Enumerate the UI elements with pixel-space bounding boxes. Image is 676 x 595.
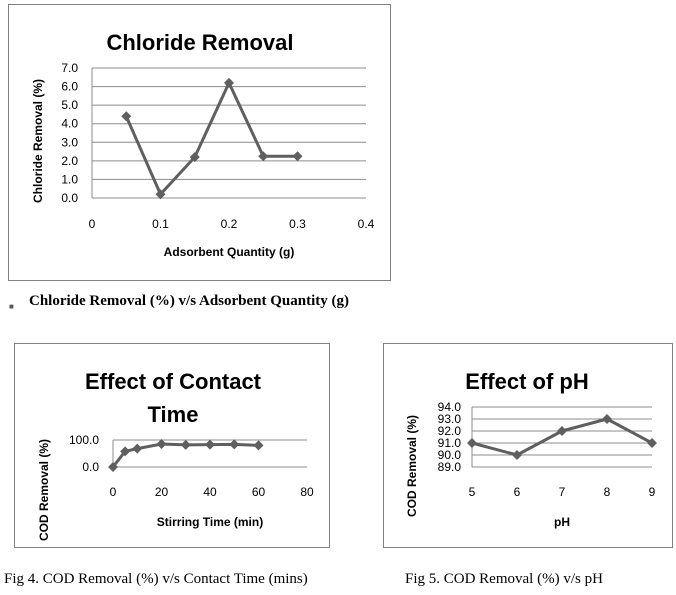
data-point — [156, 439, 167, 450]
y-axis-label: Chloride Removal (%) — [31, 79, 45, 203]
data-point — [121, 111, 132, 122]
x-axis-label: pH — [554, 515, 570, 529]
x-tick-label: 0.4 — [358, 217, 375, 231]
y-tick-label: 1.0 — [61, 172, 78, 186]
data-point — [224, 77, 234, 88]
y-tick-label: 6.0 — [61, 80, 78, 94]
data-point — [205, 439, 215, 450]
caption-bullet: ■ — [9, 302, 14, 311]
x-tick-label: 0 — [110, 485, 117, 499]
chloride-caption: Chloride Removal (%) v/s Adsorbent Quant… — [29, 293, 349, 309]
chart-title: Effect of Contact — [85, 369, 262, 394]
data-point — [512, 450, 522, 460]
data-point — [108, 462, 118, 472]
fig4-caption: Fig 4. COD Removal (%) v/s Contact Time … — [4, 571, 308, 587]
x-tick-label: 0.2 — [221, 217, 238, 231]
fig5-caption: Fig 5. COD Removal (%) v/s pH — [405, 571, 603, 587]
data-point — [647, 438, 657, 448]
data-point — [229, 439, 240, 450]
chart-title: Chloride Removal — [106, 30, 293, 55]
y-tick-label: 94.0 — [438, 400, 462, 414]
x-tick-label: 0.3 — [289, 217, 306, 231]
x-axis-label: Adsorbent Quantity (g) — [164, 245, 295, 259]
y-tick-label: 91.0 — [438, 436, 462, 450]
x-tick-label: 9 — [649, 485, 656, 499]
x-tick-label: 60 — [252, 485, 266, 499]
y-tick-label: 3.0 — [61, 135, 78, 149]
y-tick-label: 92.0 — [438, 424, 462, 438]
data-point — [602, 414, 612, 424]
y-tick-label: 93.0 — [438, 412, 462, 426]
y-axis-label: COD Removal (%) — [405, 415, 419, 517]
series-line — [471, 417, 653, 457]
x-tick-label: 5 — [469, 485, 476, 499]
x-tick-label: 80 — [300, 485, 314, 499]
y-tick-label: 2.0 — [61, 154, 78, 168]
data-point — [258, 151, 269, 162]
y-tick-label: 0.0 — [61, 191, 78, 205]
data-point — [120, 446, 131, 457]
data-point — [155, 189, 166, 200]
y-tick-label: 90.0 — [438, 448, 462, 462]
data-point — [132, 443, 143, 454]
chart-title: Time — [148, 402, 199, 427]
y-tick-label: 100.0 — [69, 433, 99, 447]
x-tick-label: 7 — [559, 485, 566, 499]
ph-chart-frame — [383, 343, 673, 548]
x-tick-label: 0 — [89, 217, 96, 231]
data-point — [189, 152, 200, 163]
x-tick-label: 0.1 — [152, 217, 169, 231]
x-tick-label: 8 — [604, 485, 611, 499]
y-axis-label: COD Removal (%) — [37, 439, 51, 541]
x-tick-label: 6 — [514, 485, 521, 499]
y-tick-label: 0.0 — [82, 460, 99, 474]
y-tick-label: 5.0 — [61, 98, 78, 112]
data-point — [180, 439, 191, 450]
data-point — [292, 151, 303, 162]
data-point — [557, 426, 567, 436]
y-tick-label: 4.0 — [61, 117, 78, 131]
y-tick-label: 89.0 — [438, 460, 462, 474]
y-tick-label: 7.0 — [61, 61, 78, 75]
x-tick-label: 40 — [203, 485, 217, 499]
x-axis-label: Stirring Time (min) — [157, 515, 263, 529]
chart-title: Effect of pH — [465, 369, 588, 394]
data-point — [467, 438, 477, 448]
data-point — [253, 440, 264, 451]
series-line — [124, 81, 298, 196]
x-tick-label: 20 — [155, 485, 169, 499]
